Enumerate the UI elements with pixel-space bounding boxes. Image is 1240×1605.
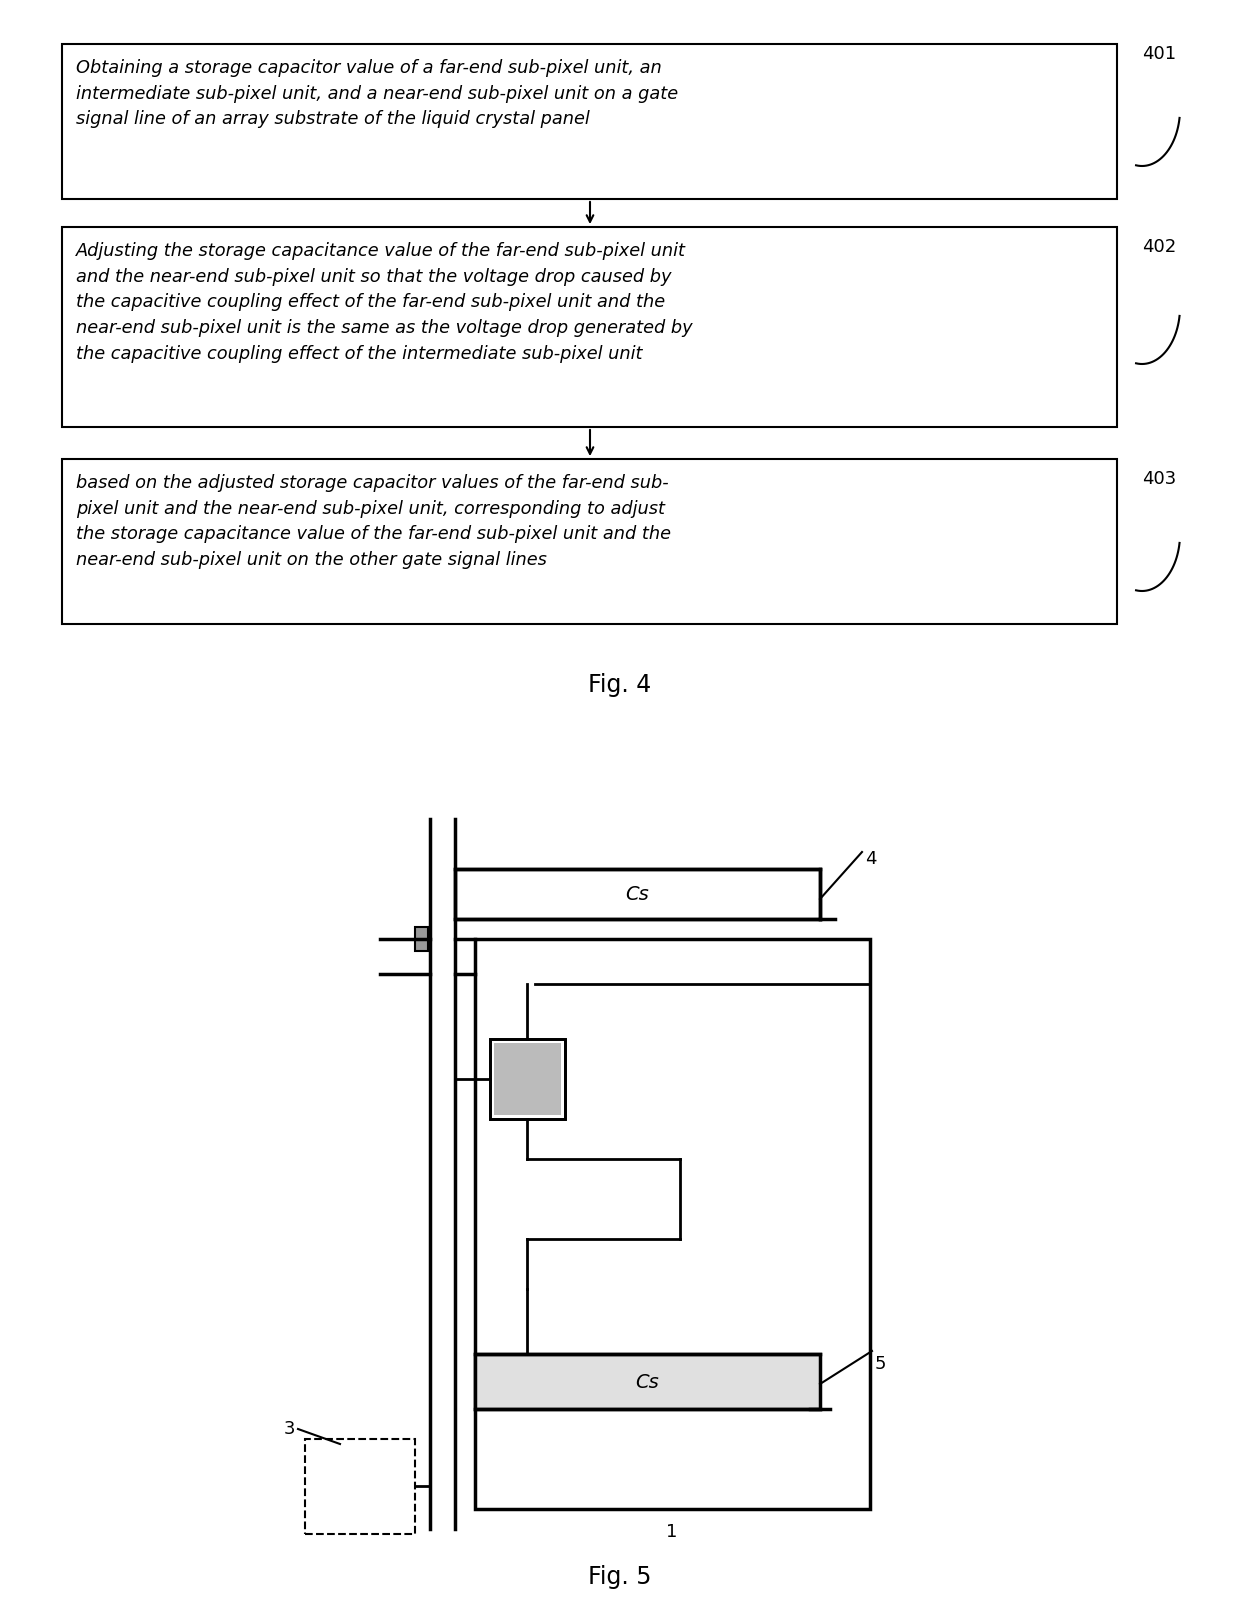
- Bar: [62, 45, 1117, 201]
- Bar: [455, 870, 820, 920]
- Bar: [494, 1043, 560, 1115]
- Text: based on the adjusted storage capacitor values of the far-end sub-
pixel unit an: based on the adjusted storage capacitor …: [76, 473, 671, 568]
- Bar: [62, 228, 1117, 429]
- Bar: [62, 459, 1117, 624]
- Bar: [475, 939, 870, 1509]
- Text: Fig. 4: Fig. 4: [588, 672, 652, 697]
- Bar: [490, 1040, 565, 1119]
- Text: Cs: Cs: [636, 1372, 660, 1392]
- Text: Obtaining a storage capacitor value of a far-end sub-pixel unit, an
intermediate: Obtaining a storage capacitor value of a…: [76, 59, 678, 128]
- Bar: [305, 1440, 415, 1534]
- Bar: [475, 1355, 820, 1409]
- Text: 3: 3: [284, 1419, 295, 1436]
- Text: 5: 5: [875, 1355, 887, 1372]
- Bar: [490, 1040, 565, 1119]
- Text: Cs: Cs: [626, 884, 650, 904]
- Text: 402: 402: [1142, 238, 1177, 255]
- Text: 401: 401: [1142, 45, 1176, 63]
- Bar: [415, 928, 428, 952]
- Text: Fig. 5: Fig. 5: [588, 1563, 652, 1587]
- Text: 403: 403: [1142, 470, 1177, 488]
- Text: 1: 1: [666, 1522, 678, 1541]
- Text: Adjusting the storage capacitance value of the far-end sub-pixel unit
and the ne: Adjusting the storage capacitance value …: [76, 242, 693, 363]
- Text: 4: 4: [866, 849, 877, 867]
